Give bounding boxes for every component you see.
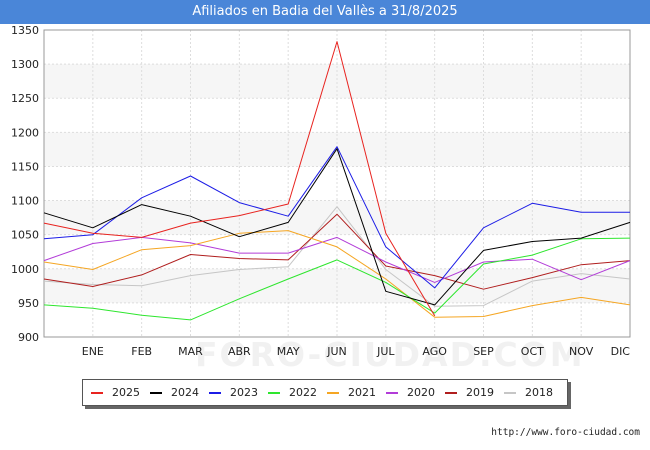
y-tick-label: 1300 <box>11 58 39 71</box>
series-line-2024 <box>43 148 631 306</box>
x-tick-label: SEP <box>473 345 494 358</box>
x-tick-label: FEB <box>131 345 152 358</box>
x-tick-label: AGO <box>422 345 447 358</box>
y-tick-label: 1250 <box>11 92 39 105</box>
title-bar: Afiliados en Badia del Vallès a 31/8/202… <box>0 0 650 24</box>
grid-band <box>44 64 630 99</box>
watermark: FORO-CIUDAD.COM <box>195 335 585 374</box>
legend-label: 2024 <box>171 386 199 399</box>
legend-item-2022: 2022 <box>268 380 317 405</box>
legend-label: 2019 <box>466 386 494 399</box>
legend-swatch <box>268 392 280 394</box>
y-tick-label: 1100 <box>11 195 39 208</box>
x-tick-label: ABR <box>228 345 251 358</box>
y-tick-label: 1000 <box>11 263 39 276</box>
x-tick-label: OCT <box>521 345 544 358</box>
x-tick-label: DIC <box>611 345 631 358</box>
y-tick-label: 1350 <box>11 24 39 37</box>
y-tick-label: 1050 <box>11 229 39 242</box>
y-tick-label: 1150 <box>11 160 39 173</box>
legend-item-2018: 2018 <box>504 380 553 405</box>
legend-item-2025: 2025 <box>91 380 140 405</box>
series-line-2018 <box>43 206 631 307</box>
legend-label: 2022 <box>289 386 317 399</box>
series-line-2025 <box>43 41 436 317</box>
x-tick-label: ENE <box>82 345 104 358</box>
series-line-2021 <box>43 230 631 318</box>
legend: 2025 2024 2023 2022 2021 2020 2019 2018 <box>82 379 568 406</box>
x-tick-label: MAY <box>277 345 300 358</box>
legend-swatch <box>209 392 221 394</box>
legend-label: 2021 <box>348 386 376 399</box>
legend-label: 2020 <box>407 386 435 399</box>
plot-frame <box>43 29 631 338</box>
legend-swatch <box>327 392 339 394</box>
series-line-2023 <box>43 146 630 289</box>
legend-label: 2025 <box>112 386 140 399</box>
legend-swatch <box>91 392 103 394</box>
legend-item-2020: 2020 <box>386 380 435 405</box>
x-tick-label: NOV <box>569 345 594 358</box>
legend-item-2024: 2024 <box>150 380 199 405</box>
y-tick-label: 1200 <box>11 126 39 139</box>
legend-label: 2018 <box>525 386 553 399</box>
legend-item-2019: 2019 <box>445 380 494 405</box>
legend-swatch <box>386 392 398 394</box>
chart-title: Afiliados en Badia del Vallès a 31/8/202… <box>192 4 458 19</box>
y-tick-label: 900 <box>18 331 39 344</box>
legend-swatch <box>445 392 457 394</box>
legend-item-2023: 2023 <box>209 380 258 405</box>
x-tick-label: JUL <box>376 345 395 358</box>
series-line-2022 <box>43 237 631 321</box>
legend-item-2021: 2021 <box>327 380 376 405</box>
x-tick-label: MAR <box>178 345 203 358</box>
legend-label: 2023 <box>230 386 258 399</box>
x-tick-label: JUN <box>326 345 347 358</box>
y-tick-label: 950 <box>18 297 39 310</box>
legend-swatch <box>504 392 516 394</box>
legend-swatch <box>150 392 162 394</box>
footer-url: http://www.foro-ciudad.com <box>491 427 640 438</box>
series-line-2019 <box>43 213 631 290</box>
